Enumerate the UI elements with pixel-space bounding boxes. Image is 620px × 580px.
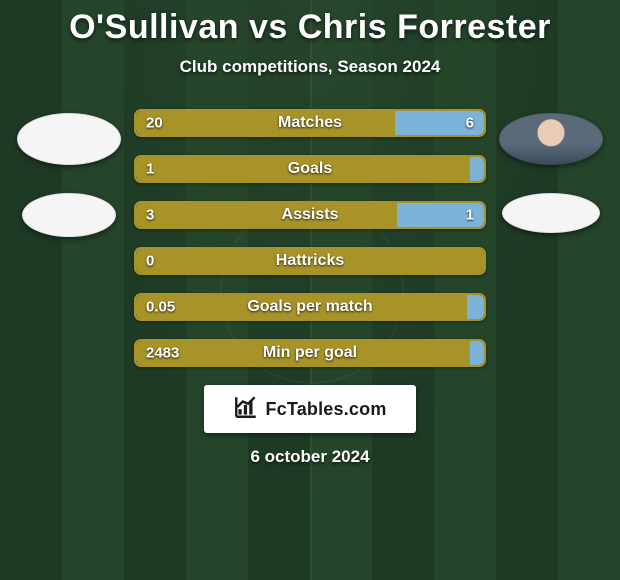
- stat-label: Matches: [278, 114, 342, 132]
- stat-bar-player2: [467, 295, 484, 319]
- stat-row: Assists 3 1: [134, 201, 486, 229]
- stat-value-player1: 2483: [146, 345, 179, 362]
- stat-bar-player2: [470, 157, 484, 181]
- content-row: Matches 20 6 Goals 1 Assists 3 1 Hattricks 0 Goals…: [0, 109, 620, 367]
- player1-column: [14, 109, 124, 237]
- page-title: O'Sullivan vs Chris Forrester: [0, 8, 620, 47]
- stat-row: Goals 1: [134, 155, 486, 183]
- stat-label: Assists: [282, 206, 339, 224]
- stat-bar-player2: [470, 341, 484, 365]
- stat-row: Hattricks 0: [134, 247, 486, 275]
- brand-text: FcTables.com: [265, 399, 386, 420]
- stat-row: Goals per match 0.05: [134, 293, 486, 321]
- player2-column: [496, 109, 606, 233]
- stat-value-player1: 1: [146, 161, 154, 178]
- player2-avatar: [499, 113, 603, 165]
- stat-label: Hattricks: [276, 252, 344, 270]
- stat-row: Matches 20 6: [134, 109, 486, 137]
- stat-label: Min per goal: [263, 344, 357, 362]
- stat-value-player1: 0.05: [146, 299, 175, 316]
- stats-bars: Matches 20 6 Goals 1 Assists 3 1 Hattricks 0 Goals…: [134, 109, 486, 367]
- player2-club-logo: [502, 193, 600, 233]
- stat-label: Goals: [288, 160, 332, 178]
- infographic-root: O'Sullivan vs Chris Forrester Club compe…: [0, 0, 620, 467]
- brand-badge: FcTables.com: [204, 385, 416, 433]
- stat-value-player2: 1: [466, 207, 474, 224]
- date-text: 6 october 2024: [250, 447, 369, 467]
- player1-club-logo: [22, 193, 116, 237]
- stat-bar-player1: [136, 111, 395, 135]
- stat-value-player1: 20: [146, 115, 163, 132]
- stat-row: Min per goal 2483: [134, 339, 486, 367]
- brand-chart-icon: [233, 394, 259, 425]
- player1-avatar: [17, 113, 121, 165]
- stat-value-player1: 0: [146, 253, 154, 270]
- page-subtitle: Club competitions, Season 2024: [0, 57, 620, 77]
- stat-label: Goals per match: [247, 298, 372, 316]
- stat-value-player2: 6: [466, 115, 474, 132]
- footer: FcTables.com 6 october 2024: [0, 385, 620, 467]
- stat-bar-player1: [136, 203, 397, 227]
- stat-value-player1: 3: [146, 207, 154, 224]
